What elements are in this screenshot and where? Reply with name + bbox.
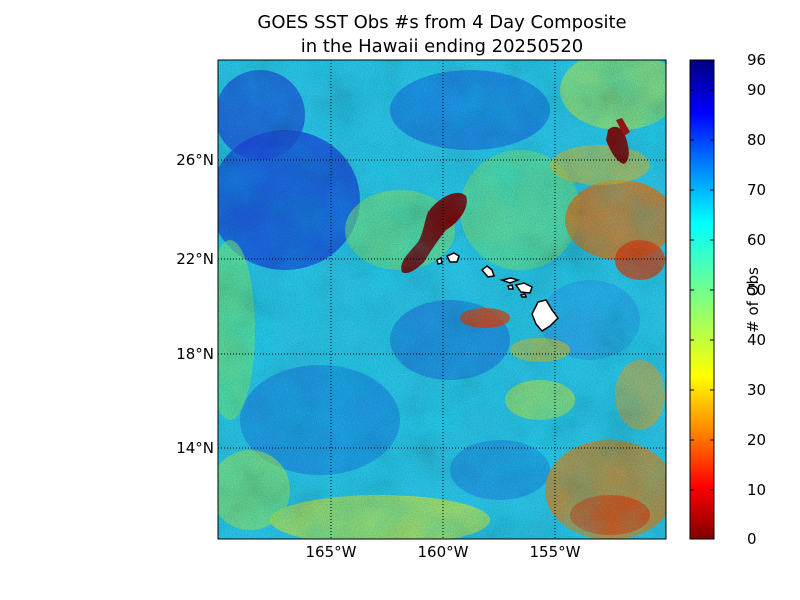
map-gridlines (218, 60, 666, 539)
colorbar-tick-96: 96 (747, 51, 767, 69)
sst-observation-field (218, 60, 666, 539)
island-niihau (436, 256, 443, 265)
colorbar (689, 59, 715, 540)
map-frame (217, 59, 667, 540)
lat-label-26n: 26°N (176, 151, 214, 169)
island-lanai (507, 284, 514, 290)
hawaiian-islands (436, 252, 559, 332)
colorbar-tick-30: 30 (747, 381, 767, 399)
lon-label-165w: 165°W (305, 543, 357, 561)
colorbar-tick-70: 70 (747, 181, 767, 199)
colorbar-tick-10: 10 (747, 481, 767, 499)
lat-label-14n: 14°N (176, 439, 214, 457)
island-kahoolawe (519, 293, 528, 298)
island-kauai (445, 252, 460, 263)
colorbar-tick-90: 90 (747, 81, 767, 99)
lon-label-155w: 155°W (529, 543, 581, 561)
lat-label-18n: 18°N (176, 345, 214, 363)
colorbar-tick-0: 0 (747, 530, 757, 548)
colorbar-tick-50: 50 (747, 281, 767, 299)
chart-title-line-1: GOES SST Obs #s from 4 Day Composite (257, 12, 627, 33)
lat-label-22n: 22°N (176, 250, 214, 268)
colorbar-label: # of Obs (744, 267, 762, 333)
colorbar-tick-40: 40 (747, 331, 767, 349)
colorbar-ticks (690, 89, 714, 491)
island-oahu (480, 265, 495, 278)
colorbar-tick-60: 60 (747, 231, 767, 249)
colorbar-tick-80: 80 (747, 131, 767, 149)
colorbar-tick-20: 20 (747, 431, 767, 449)
island-molokai (499, 277, 521, 284)
island-hawaii (531, 299, 559, 332)
lon-label-160w: 160°W (417, 543, 469, 561)
chart-title-line-2: in the Hawaii ending 20250520 (300, 36, 584, 57)
island-maui (514, 282, 533, 294)
